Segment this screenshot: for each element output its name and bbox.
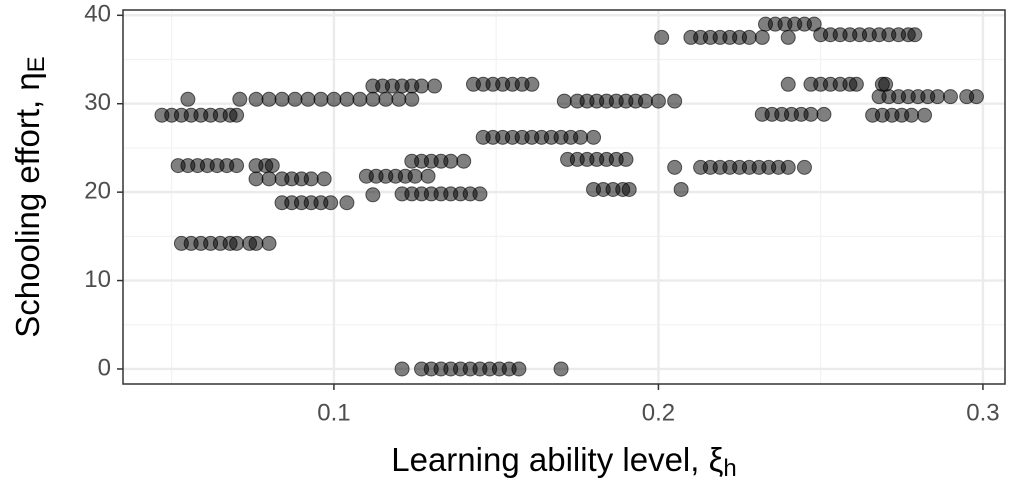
point bbox=[524, 76, 540, 92]
point bbox=[586, 129, 602, 145]
point bbox=[316, 171, 332, 187]
point bbox=[391, 91, 407, 107]
point bbox=[427, 78, 443, 94]
point bbox=[472, 186, 488, 202]
point bbox=[904, 107, 920, 123]
point bbox=[556, 93, 572, 109]
point bbox=[180, 91, 196, 107]
point bbox=[618, 151, 634, 167]
point bbox=[803, 106, 819, 122]
point bbox=[848, 76, 864, 92]
point bbox=[654, 29, 670, 45]
point bbox=[264, 158, 280, 174]
point bbox=[443, 153, 459, 169]
point bbox=[229, 158, 245, 174]
x-tick-label: 0.1 bbox=[317, 399, 350, 426]
point bbox=[667, 159, 683, 175]
point bbox=[816, 106, 832, 122]
point bbox=[420, 168, 436, 184]
point bbox=[378, 91, 394, 107]
point bbox=[650, 93, 666, 109]
x-axis-title: Learning ability level, ξh bbox=[391, 441, 737, 483]
point bbox=[300, 91, 316, 107]
y-label-sub: E bbox=[23, 56, 50, 72]
x-label: Learning ability level, ξ bbox=[391, 441, 723, 478]
point bbox=[741, 29, 757, 45]
point bbox=[248, 171, 264, 187]
y-axis-title: Schooling effort, ηE bbox=[9, 56, 51, 337]
point bbox=[287, 91, 303, 107]
y-tick-label: 10 bbox=[84, 266, 111, 293]
point bbox=[930, 89, 946, 105]
point bbox=[326, 91, 342, 107]
point bbox=[780, 29, 796, 45]
point bbox=[323, 195, 339, 211]
point bbox=[365, 187, 381, 203]
x-label-sub: h bbox=[723, 455, 736, 482]
point bbox=[511, 361, 527, 377]
point bbox=[339, 195, 355, 211]
point bbox=[352, 91, 368, 107]
point bbox=[553, 361, 569, 377]
point bbox=[339, 91, 355, 107]
point bbox=[232, 91, 248, 107]
point bbox=[780, 76, 796, 92]
point bbox=[261, 91, 277, 107]
point bbox=[365, 91, 381, 107]
y-tick-label: 20 bbox=[84, 177, 111, 204]
point bbox=[313, 91, 329, 107]
panel-border bbox=[122, 9, 1006, 385]
point bbox=[673, 181, 689, 197]
point bbox=[303, 171, 319, 187]
y-label: Schooling effort, η bbox=[9, 72, 46, 337]
point bbox=[637, 93, 653, 109]
point bbox=[407, 168, 423, 184]
point bbox=[942, 89, 958, 105]
point bbox=[229, 107, 245, 123]
point bbox=[229, 235, 245, 251]
point bbox=[878, 76, 894, 92]
point bbox=[796, 159, 812, 175]
point bbox=[394, 361, 410, 377]
point bbox=[404, 91, 420, 107]
point bbox=[621, 181, 637, 197]
point bbox=[780, 159, 796, 175]
point bbox=[573, 129, 589, 145]
point bbox=[248, 91, 264, 107]
point bbox=[261, 235, 277, 251]
point bbox=[261, 171, 277, 187]
x-tick-label: 0.3 bbox=[966, 399, 999, 426]
x-tick-label: 0.2 bbox=[642, 399, 675, 426]
point bbox=[667, 93, 683, 109]
point bbox=[907, 27, 923, 43]
y-tick-label: 30 bbox=[84, 89, 111, 116]
y-tick-label: 0 bbox=[98, 354, 111, 381]
y-tick-label: 40 bbox=[84, 1, 111, 28]
point bbox=[414, 78, 430, 94]
point bbox=[248, 235, 264, 251]
point bbox=[754, 29, 770, 45]
point bbox=[456, 153, 472, 169]
point bbox=[968, 89, 984, 105]
point bbox=[917, 107, 933, 123]
point bbox=[274, 91, 290, 107]
